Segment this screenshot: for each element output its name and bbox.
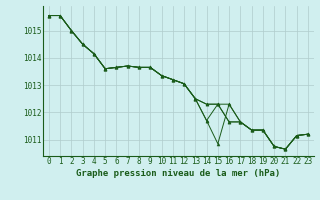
X-axis label: Graphe pression niveau de la mer (hPa): Graphe pression niveau de la mer (hPa): [76, 169, 281, 178]
